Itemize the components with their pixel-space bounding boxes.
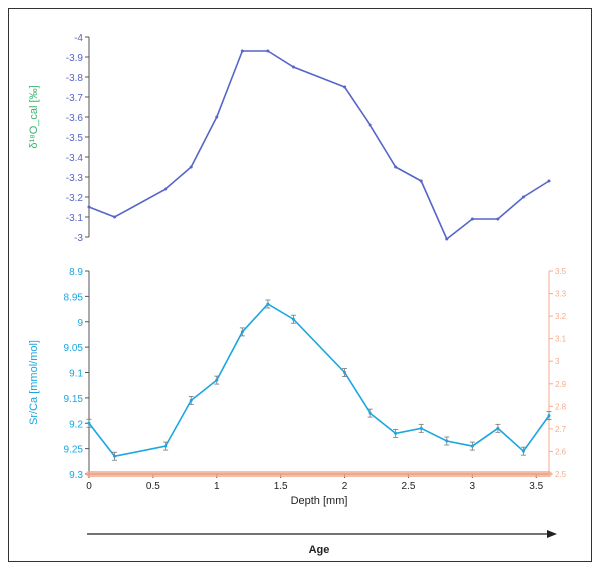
bottom-data-point	[496, 426, 500, 430]
top-y-tick-label: -3.5	[66, 133, 84, 144]
bottom-y-tick-label: 9	[77, 318, 83, 329]
bottom-x-tick-label: 3	[470, 481, 476, 492]
bottom-x-tick-label: 0.5	[146, 481, 160, 492]
bottom-y-tick-label: 9.1	[69, 369, 83, 380]
bottom-data-point	[240, 330, 244, 334]
top-data-point	[113, 215, 117, 219]
bottom-right-y-tick-label: 3	[555, 357, 560, 366]
top-y-tick-label: -3.1	[66, 213, 84, 224]
top-data-point	[215, 115, 219, 119]
bottom-y-tick-label: 9.05	[64, 343, 84, 354]
bottom-y-tick-label: 8.9	[69, 267, 83, 278]
bottom-x-tick-label: 2.5	[401, 481, 415, 492]
top-data-point	[521, 195, 525, 199]
bottom-data-point	[291, 317, 295, 321]
top-data-point	[496, 217, 500, 221]
top-data-point	[419, 179, 423, 183]
top-y-tick-label: -4	[74, 33, 83, 44]
bottom-data-point	[547, 414, 551, 418]
bottom-y-tick-label: 9.15	[64, 394, 84, 405]
age-arrow-label: Age	[309, 544, 330, 556]
bottom-data-point	[164, 444, 168, 448]
top-data-point	[343, 85, 347, 89]
bottom-data-point	[394, 431, 398, 435]
bottom-x-tick-label: 1.5	[274, 481, 288, 492]
bottom-series-left-line	[88, 302, 550, 458]
top-y-tick-label: -3.6	[66, 113, 84, 124]
top-y-ticks: -4 -3.9 -3.8 -3.7 -3.6 -3.5 -3.4 -3.3 -3.2 -3.1 -3	[66, 33, 89, 244]
top-panel: -4 -3.9 -3.8 -3.7 -3.6 -3.5 -3.4 -3.3 -3.2 -3.1 -3…	[28, 33, 551, 244]
top-y-tick-label: -3.3	[66, 173, 84, 184]
top-y-tick-label: -3.8	[66, 73, 84, 84]
chart-canvas: -4 -3.9 -3.8 -3.7 -3.6 -3.5 -3.4 -3.3 -3.2 -3.1 -3…	[28, 33, 567, 556]
bottom-data-point	[266, 302, 270, 306]
bottom-y-tick-label: 9.25	[64, 445, 84, 456]
top-data-point	[470, 217, 474, 221]
age-arrow-head	[547, 530, 557, 538]
bottom-x-tick-label: 1	[214, 481, 220, 492]
top-y-tick-label: -3.9	[66, 53, 84, 64]
top-y-tick-label: -3.7	[66, 93, 84, 104]
bottom-right-y-tick-label: 3.5	[555, 267, 567, 276]
bottom-right-y-tick-label: 2.5	[555, 470, 567, 479]
bottom-data-point	[113, 454, 117, 458]
top-data-point	[291, 65, 295, 69]
bottom-data-point	[470, 444, 474, 448]
top-series-points	[87, 49, 551, 241]
top-data-point	[394, 165, 398, 169]
bottom-data-point	[368, 411, 372, 415]
top-y-axis-label: δ¹⁸O_cal [‰]	[28, 85, 40, 148]
age-arrow-group: Age	[87, 530, 557, 556]
bottom-series-left-points	[86, 299, 552, 461]
bottom-data-point	[189, 398, 193, 402]
bottom-data-point	[343, 371, 347, 374]
bottom-left-y-axis-label: Sr/Ca [mmol/mol]	[28, 340, 40, 425]
bottom-x-tick-label: 2	[342, 481, 348, 492]
top-series-line	[88, 50, 550, 241]
top-data-point	[240, 49, 244, 53]
bottom-left-y-ticks: 8.9 8.95 9 9.05 9.1 9.15 9.2 9.25 9.3	[64, 267, 89, 481]
bottom-y-tick-label: 9.2	[69, 419, 83, 430]
bottom-right-y-tick-label: 2.8	[555, 402, 567, 411]
bottom-right-y-tick-label: 3.2	[555, 312, 567, 321]
top-data-point	[445, 237, 449, 241]
bottom-right-y-tick-label: 2.6	[555, 447, 567, 456]
bottom-data-point	[521, 449, 525, 453]
bottom-data-point	[419, 426, 423, 430]
top-y-tick-label: -3.2	[66, 193, 84, 204]
bottom-x-tick-label: 3.5	[529, 481, 543, 492]
bottom-data-point	[445, 439, 449, 443]
top-y-tick-label: -3	[74, 233, 83, 244]
bottom-x-tick-label: 0	[86, 481, 92, 492]
bottom-right-y-tick-label: 2.9	[555, 380, 567, 389]
bottom-right-y-ticks: 3.5 3.3 3.2 3.1 3 2.9 2.8 2.7 2.6 2.5	[549, 267, 567, 479]
bottom-y-tick-label: 8.95	[64, 292, 84, 303]
bottom-right-y-tick-label: 2.7	[555, 425, 567, 434]
top-y-tick-label: -3.4	[66, 153, 84, 164]
bottom-data-point	[215, 378, 219, 382]
figure-frame: -4 -3.9 -3.8 -3.7 -3.6 -3.5 -3.4 -3.3 -3.2 -3.1 -3…	[8, 8, 592, 562]
bottom-x-axis-label: Depth [mm]	[291, 495, 348, 507]
bottom-right-y-tick-label: 3.3	[555, 290, 567, 299]
bottom-y-tick-label: 9.3	[69, 470, 83, 481]
top-data-point	[368, 123, 372, 127]
top-data-point	[547, 179, 551, 183]
bottom-data-point	[87, 421, 91, 425]
bottom-right-y-tick-label: 3.1	[555, 335, 567, 344]
top-data-point	[266, 49, 270, 53]
top-data-point	[164, 187, 168, 191]
top-data-point	[189, 165, 193, 169]
top-data-point	[87, 205, 91, 209]
